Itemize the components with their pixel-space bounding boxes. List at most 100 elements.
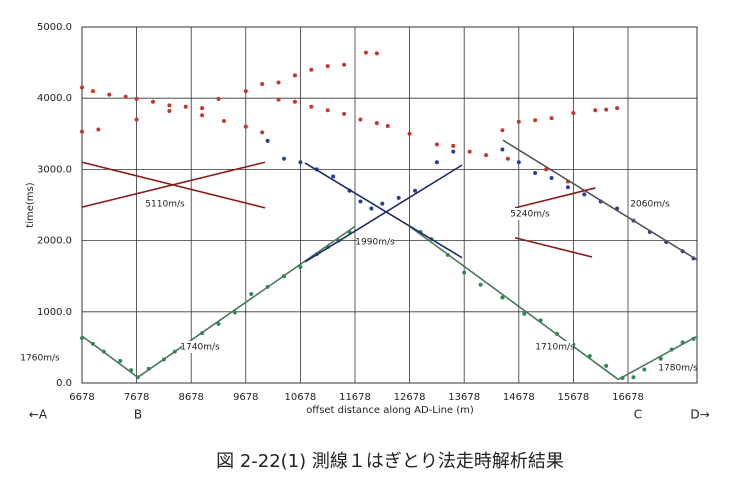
x-tick-label: 14678: [503, 392, 535, 403]
data-point: [593, 108, 598, 113]
data-point: [221, 118, 226, 123]
caption: 図 2-22(1) 測線１はぎとり法走時解析結果: [216, 451, 564, 472]
annotation: 5110m/s: [145, 200, 185, 210]
data-point: [467, 149, 472, 154]
data-point: [604, 363, 609, 368]
data-point: [216, 96, 221, 101]
x-tick-label: 12678: [394, 392, 426, 403]
annotation: 1740m/s: [180, 343, 220, 353]
x-tick-label: 11678: [339, 392, 371, 403]
data-point: [500, 147, 505, 152]
data-point: [134, 117, 139, 122]
x-tick-label: 16678: [612, 392, 644, 403]
data-point: [565, 185, 570, 190]
point-label: ←A: [29, 408, 48, 422]
fit-line: [617, 336, 697, 381]
data-point: [533, 170, 538, 175]
data-point: [90, 89, 95, 94]
data-point: [260, 81, 265, 86]
data-point: [183, 104, 188, 109]
x-tick-label: 8678: [178, 392, 203, 403]
data-point: [380, 201, 385, 206]
data-point: [282, 156, 287, 161]
x-tick-label: 13678: [448, 392, 480, 403]
annotation-bg: [22, 352, 58, 364]
fit-line: [81, 161, 266, 208]
data-point: [200, 113, 205, 118]
x-axis-label: offset distance along AD-Line (m): [306, 405, 474, 416]
data-point: [118, 358, 123, 363]
data-point: [631, 375, 636, 380]
annotation-bg: [357, 236, 393, 248]
data-point: [243, 89, 248, 94]
data-point: [549, 175, 554, 180]
data-point: [516, 160, 521, 165]
data-point: [549, 116, 554, 121]
annotation: 5240m/s: [510, 210, 550, 220]
data-point: [451, 149, 456, 154]
fit-line: [137, 225, 356, 378]
fit-line: [304, 162, 463, 259]
point-label: B: [134, 408, 142, 422]
x-tick-label: 10678: [284, 392, 316, 403]
y-axis-label: time(ms): [25, 182, 36, 227]
data-point: [216, 321, 221, 326]
y-tick-label: 1000.0: [37, 307, 72, 318]
data-point: [325, 108, 330, 113]
data-point: [434, 160, 439, 165]
data-point: [80, 129, 84, 134]
data-point: [413, 188, 418, 193]
data-point: [658, 356, 663, 361]
x-tick-label: 7678: [124, 392, 149, 403]
annotation-bg: [147, 198, 183, 210]
data-point: [325, 64, 330, 69]
data-point: [374, 51, 379, 56]
fit-line: [514, 236, 593, 258]
data-point: [363, 50, 368, 55]
fit-line: [514, 187, 596, 209]
fit-line: [502, 139, 698, 261]
data-point: [276, 80, 281, 85]
y-tick-label: 4000.0: [37, 93, 72, 104]
data-point: [243, 124, 248, 129]
y-tick-label: 5000.0: [37, 22, 72, 33]
fit-line: [81, 335, 139, 378]
data-point: [604, 107, 609, 112]
data-point: [200, 106, 205, 111]
data-point: [516, 119, 521, 124]
annotation: 1710m/s: [535, 343, 575, 353]
y-tick-label: 2000.0: [37, 236, 72, 247]
x-tick-label: 6678: [69, 392, 94, 403]
data-point: [478, 282, 483, 287]
data-point: [369, 206, 374, 211]
data-point: [396, 195, 401, 200]
data-point: [385, 123, 390, 128]
annotation: 1780m/s: [658, 364, 698, 374]
data-point: [292, 73, 297, 78]
fit-line: [409, 225, 619, 381]
data-point: [505, 156, 510, 161]
data-point: [522, 311, 527, 316]
data-point: [615, 106, 620, 111]
data-point: [571, 111, 576, 116]
data-point: [249, 292, 254, 296]
data-point: [232, 310, 237, 315]
data-point: [167, 103, 172, 108]
annotation-bg: [512, 208, 548, 220]
annotation-bg: [537, 341, 573, 353]
annotation-bg: [182, 341, 218, 353]
data-point: [292, 99, 297, 104]
point-label: D→: [690, 408, 709, 422]
annotation-bg: [632, 198, 668, 210]
x-tick-label: 9678: [233, 392, 258, 403]
data-point: [358, 199, 363, 204]
data-point: [533, 118, 538, 123]
data-point: [265, 138, 270, 143]
data-point: [134, 96, 139, 101]
annotation-bg: [660, 362, 696, 374]
data-point: [150, 99, 155, 104]
data-point: [342, 111, 347, 116]
data-point: [451, 143, 456, 148]
point-label: C: [634, 408, 642, 422]
